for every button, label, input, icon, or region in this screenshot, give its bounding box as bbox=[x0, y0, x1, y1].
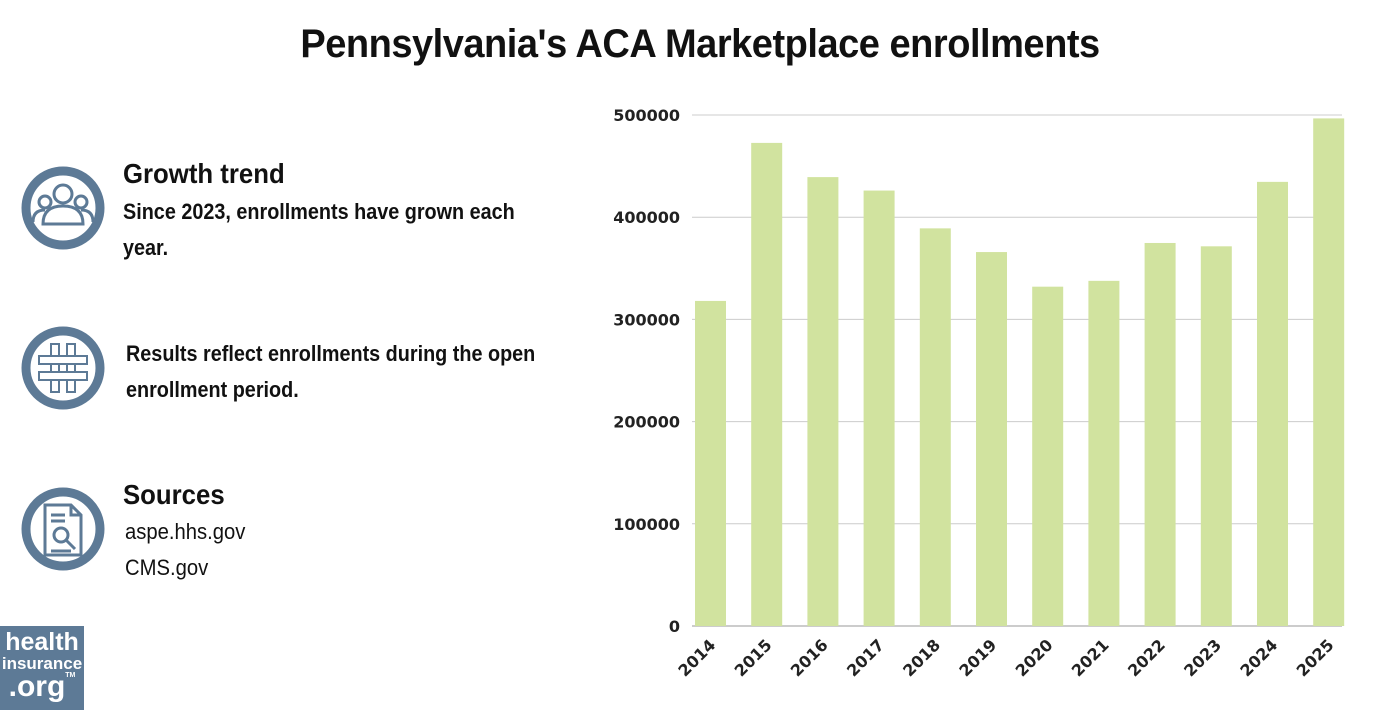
page-title: Pennsylvania's ACA Marketplace enrollmen… bbox=[300, 22, 1100, 66]
x-tick-label: 2020 bbox=[1012, 635, 1057, 680]
bar bbox=[1088, 280, 1120, 626]
x-tick-label: 2023 bbox=[1180, 635, 1225, 680]
x-tick-label: 2018 bbox=[899, 635, 944, 680]
source-link[interactable]: aspe.hhs.gov bbox=[125, 519, 246, 544]
y-tick-label: 0 bbox=[669, 617, 680, 636]
y-tick-label: 500000 bbox=[613, 106, 680, 125]
hashtag-icon bbox=[21, 326, 105, 410]
x-tick-label: 2014 bbox=[674, 635, 719, 680]
bar bbox=[1200, 246, 1232, 626]
growth-heading: Growth trend bbox=[123, 158, 285, 189]
document-search-icon bbox=[21, 487, 105, 571]
bar bbox=[1257, 181, 1288, 626]
bar bbox=[1032, 286, 1064, 626]
people-icon bbox=[21, 166, 105, 250]
x-tick-label: 2016 bbox=[787, 635, 832, 680]
bar bbox=[1313, 118, 1345, 626]
bar bbox=[919, 228, 951, 626]
bar bbox=[695, 300, 726, 626]
period-text: Results reflect enrollments during the o… bbox=[126, 341, 536, 402]
y-tick-label: 300000 bbox=[613, 310, 680, 329]
x-tick-label: 2024 bbox=[1236, 635, 1281, 680]
x-tick-label: 2021 bbox=[1068, 635, 1113, 680]
x-tick-label: 2017 bbox=[843, 635, 888, 680]
y-tick-label: 400000 bbox=[613, 208, 680, 227]
healthinsurance-logo: health insurance .orgTM bbox=[0, 626, 84, 710]
sources-heading: Sources bbox=[123, 479, 225, 510]
bar bbox=[807, 177, 839, 627]
bar bbox=[1144, 242, 1176, 626]
x-tick-label: 2022 bbox=[1124, 635, 1169, 680]
x-tick-label: 2019 bbox=[955, 635, 1000, 680]
y-tick-label: 100000 bbox=[613, 515, 680, 534]
bar bbox=[976, 252, 1007, 626]
x-tick-label: 2025 bbox=[1293, 635, 1338, 680]
growth-text: Since 2023, enrollments have grown each … bbox=[123, 199, 515, 260]
y-tick-label: 200000 bbox=[613, 413, 680, 432]
source-link[interactable]: CMS.gov bbox=[125, 555, 209, 580]
x-tick-label: 2015 bbox=[731, 635, 776, 680]
bar bbox=[751, 142, 783, 626]
bar bbox=[863, 190, 895, 627]
